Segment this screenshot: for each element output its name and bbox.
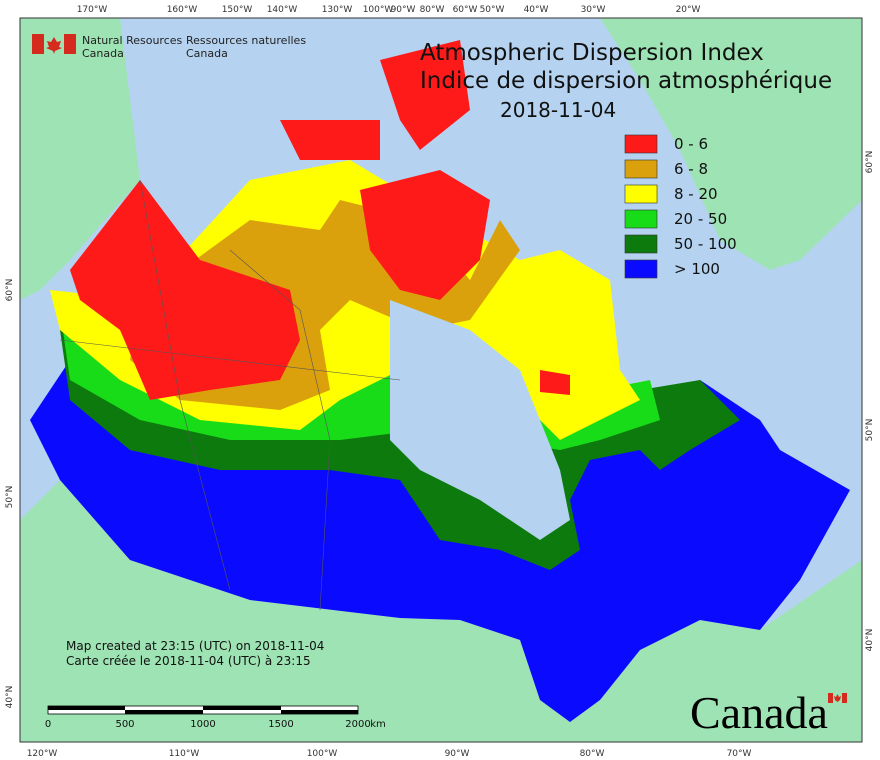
longitude-label: 90°W bbox=[445, 749, 470, 759]
latitude-label: 40°N bbox=[865, 629, 875, 652]
longitude-label: 80°W bbox=[420, 5, 445, 15]
longitude-label: 140°W bbox=[267, 5, 298, 15]
longitude-label: 170°W bbox=[77, 5, 108, 15]
note: Map created at 23:15 (UTC) on 2018-11-04 bbox=[66, 639, 324, 653]
scale-bar-segment bbox=[281, 710, 358, 714]
longitude-label: 110°W bbox=[169, 749, 200, 759]
scale-label: 1000 bbox=[190, 719, 215, 730]
latitude-label: 60°N bbox=[865, 151, 875, 174]
legend-swatch bbox=[624, 159, 658, 179]
longitude-label: 20°W bbox=[676, 5, 701, 15]
longitude-label: 120°W bbox=[27, 749, 58, 759]
longitude-label: 50°W bbox=[480, 5, 505, 15]
latitude-label: 50°N bbox=[865, 419, 875, 442]
wordmark: Canada bbox=[690, 687, 828, 738]
flag-bar bbox=[842, 693, 847, 703]
longitude-label: 160°W bbox=[167, 5, 198, 15]
longitude-label: 130°W bbox=[322, 5, 353, 15]
scale-label: 0 bbox=[45, 719, 51, 730]
zone-0-6 bbox=[70, 40, 570, 400]
nrcan-flag bbox=[32, 34, 76, 54]
flag-bar bbox=[32, 34, 44, 54]
border bbox=[59, 339, 401, 381]
longitude-label: 90°W bbox=[391, 5, 416, 15]
province-borders bbox=[59, 179, 401, 611]
legend-label: 6 - 8 bbox=[674, 160, 708, 178]
longitude-label: 70°W bbox=[727, 749, 752, 759]
department-en: Canada bbox=[82, 47, 124, 60]
latitude-label: 50°N bbox=[5, 486, 15, 509]
scale-label: 2000 bbox=[345, 719, 370, 730]
alaska bbox=[20, 18, 140, 300]
greenland bbox=[600, 18, 862, 270]
longitude-label: 100°W bbox=[307, 749, 338, 759]
note: Carte créée le 2018-11-04 (UTC) à 23:15 bbox=[66, 654, 311, 668]
hudson-bay bbox=[390, 300, 570, 540]
longitude-label: 150°W bbox=[222, 5, 253, 15]
scale-bar-segment bbox=[48, 706, 125, 710]
scale-bar-segment bbox=[203, 706, 281, 710]
legend-label: > 100 bbox=[674, 260, 720, 278]
longitude-label: 60°W bbox=[453, 5, 478, 15]
map-frame bbox=[19, 17, 863, 743]
legend-swatch bbox=[624, 134, 658, 154]
legend-label: 0 - 6 bbox=[674, 135, 708, 153]
scale-label: 500 bbox=[115, 719, 134, 730]
flag-bar bbox=[828, 693, 833, 703]
legend-label: 50 - 100 bbox=[674, 235, 737, 253]
longitude-label: 100°W bbox=[363, 5, 394, 15]
scale-label: 1500 bbox=[268, 719, 293, 730]
longitude-label: 40°W bbox=[524, 5, 549, 15]
legend-swatch bbox=[624, 209, 658, 229]
longitude-label: 30°W bbox=[581, 5, 606, 15]
wordmark-flag bbox=[828, 693, 847, 703]
longitude-label: 80°W bbox=[580, 749, 605, 759]
united-states bbox=[20, 480, 862, 742]
department-fr: Canada bbox=[186, 47, 228, 60]
border bbox=[229, 249, 331, 611]
scale-bar-segment bbox=[125, 710, 203, 714]
legend-label: 8 - 20 bbox=[674, 185, 718, 203]
legend-swatch bbox=[624, 184, 658, 204]
department-en: Natural Resources bbox=[82, 34, 183, 47]
border bbox=[139, 179, 231, 591]
date: 2018-11-04 bbox=[500, 98, 616, 122]
flag-bar bbox=[64, 34, 76, 54]
latitude-label: 40°N bbox=[5, 686, 15, 709]
scale-unit: km bbox=[370, 719, 386, 730]
title: Indice de dispersion atmosphérique bbox=[420, 68, 832, 94]
maple-leaf bbox=[834, 694, 841, 702]
map-area bbox=[20, 18, 862, 742]
title: Atmospheric Dispersion Index bbox=[420, 40, 764, 66]
legend-swatch bbox=[624, 259, 658, 279]
latitude-label: 60°N bbox=[5, 279, 15, 302]
legend-label: 20 - 50 bbox=[674, 210, 727, 228]
legend-swatch bbox=[624, 234, 658, 254]
maple-leaf bbox=[46, 37, 62, 54]
department-fr: Ressources naturelles bbox=[186, 34, 306, 47]
